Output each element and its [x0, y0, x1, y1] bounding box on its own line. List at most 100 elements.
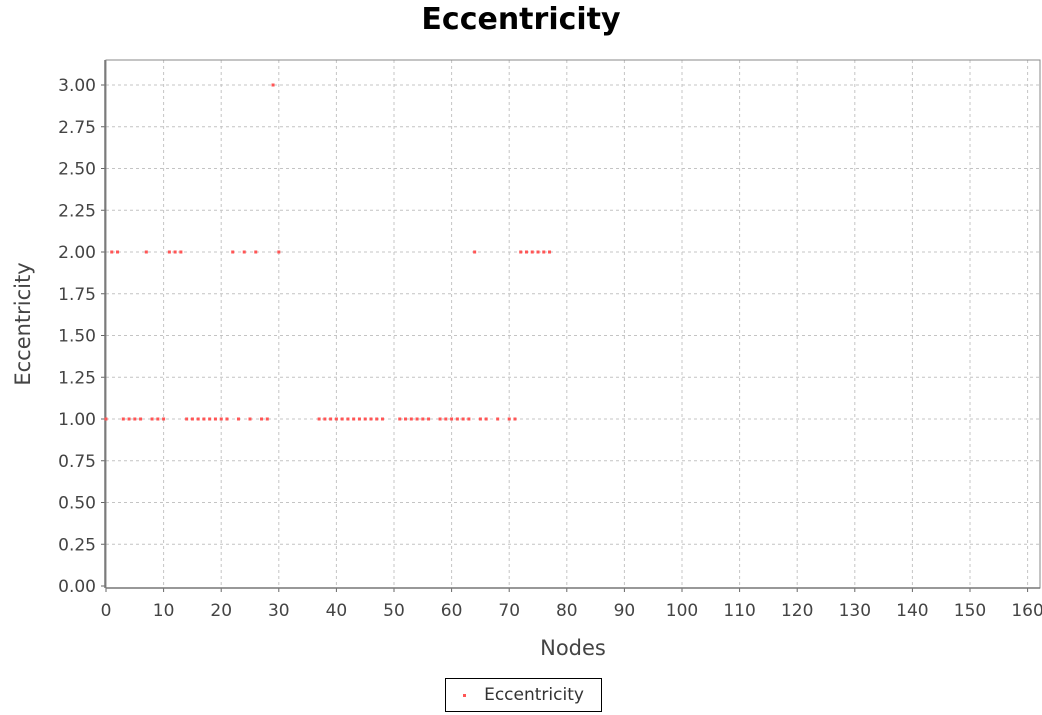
data-point — [248, 417, 252, 421]
data-points — [104, 83, 552, 421]
data-point — [116, 250, 120, 254]
x-axis-label: Nodes — [540, 636, 606, 660]
data-point — [530, 250, 534, 254]
y-tick-label: 2.50 — [58, 160, 96, 180]
y-tick-label: 1.75 — [58, 285, 96, 305]
y-tick-label: 2.00 — [58, 243, 96, 263]
data-point — [415, 417, 419, 421]
data-point — [513, 417, 517, 421]
data-point — [323, 417, 327, 421]
data-point — [357, 417, 361, 421]
data-point — [524, 250, 528, 254]
data-point — [398, 417, 402, 421]
data-point — [144, 250, 148, 254]
data-point — [271, 83, 275, 87]
chart-title: Eccentricity — [421, 2, 621, 37]
data-point — [334, 417, 338, 421]
data-point — [380, 417, 384, 421]
data-point — [265, 417, 269, 421]
data-point — [352, 417, 356, 421]
data-point — [219, 417, 223, 421]
data-point — [277, 250, 281, 254]
x-tick-label: 100 — [666, 601, 698, 621]
data-point — [473, 250, 477, 254]
data-point — [409, 417, 413, 421]
legend-label: Eccentricity — [484, 685, 584, 705]
x-tick-label: 20 — [210, 601, 232, 621]
data-point — [133, 417, 137, 421]
data-point — [208, 417, 212, 421]
x-tick-label: 160 — [1011, 601, 1042, 621]
data-point — [242, 250, 246, 254]
data-point — [329, 417, 333, 421]
x-tick-label: 40 — [326, 601, 348, 621]
data-point — [548, 250, 552, 254]
y-tick-label: 0.75 — [58, 452, 96, 472]
data-point — [369, 417, 373, 421]
x-tick-label: 0 — [101, 601, 112, 621]
data-point — [484, 417, 488, 421]
data-point — [507, 417, 511, 421]
plot-area-frame — [105, 59, 1041, 589]
data-point — [225, 417, 229, 421]
data-point — [185, 417, 189, 421]
y-tick-label: 0.25 — [58, 535, 96, 555]
data-point — [438, 417, 442, 421]
legend-marker — [463, 693, 467, 697]
data-point — [167, 250, 171, 254]
data-point — [104, 417, 108, 421]
data-point — [375, 417, 379, 421]
data-point — [363, 417, 367, 421]
data-point — [496, 417, 500, 421]
data-point — [478, 417, 482, 421]
data-point — [346, 417, 350, 421]
data-point — [254, 250, 258, 254]
data-point — [236, 417, 240, 421]
y-axis-label: Eccentricity — [11, 262, 35, 385]
tick-labels: 0 10 20 30 40 50 60 70 80 90 100 110 120 130 140 150 160… — [58, 76, 1042, 621]
y-tick-label: 1.50 — [58, 327, 96, 347]
data-point — [450, 417, 454, 421]
data-point — [340, 417, 344, 421]
data-point — [467, 417, 471, 421]
data-point — [231, 250, 235, 254]
x-tick-label: 50 — [383, 601, 405, 621]
data-point — [179, 250, 183, 254]
y-tick-label: 1.25 — [58, 368, 96, 388]
data-point — [427, 417, 431, 421]
x-tick-label: 30 — [268, 601, 290, 621]
data-point — [196, 417, 200, 421]
x-tick-label: 140 — [896, 601, 928, 621]
axes — [101, 60, 1040, 592]
legend: Eccentricity — [445, 678, 602, 712]
y-tick-label: 0.00 — [58, 577, 96, 597]
data-point — [213, 417, 217, 421]
data-point — [127, 417, 131, 421]
data-point — [202, 417, 206, 421]
x-tick-label: 70 — [498, 601, 520, 621]
x-tick-label: 150 — [954, 601, 986, 621]
y-tick-label: 0.50 — [58, 494, 96, 514]
data-point — [150, 417, 154, 421]
y-tick-label: 1.00 — [58, 410, 96, 430]
data-point — [317, 417, 321, 421]
x-tick-label: 130 — [839, 601, 871, 621]
data-point — [173, 250, 177, 254]
data-point — [519, 250, 523, 254]
data-point — [121, 417, 125, 421]
x-tick-label: 10 — [153, 601, 175, 621]
data-point — [110, 250, 114, 254]
data-point — [404, 417, 408, 421]
y-tick-label: 2.75 — [58, 118, 96, 138]
data-point — [455, 417, 459, 421]
data-point — [461, 417, 465, 421]
data-point — [139, 417, 143, 421]
x-tick-label: 90 — [614, 601, 636, 621]
y-tick-label: 3.00 — [58, 76, 96, 96]
x-tick-label: 120 — [781, 601, 813, 621]
data-point — [542, 250, 546, 254]
y-tick-label: 2.25 — [58, 201, 96, 221]
data-point — [444, 417, 448, 421]
grid-lines — [106, 60, 1040, 588]
